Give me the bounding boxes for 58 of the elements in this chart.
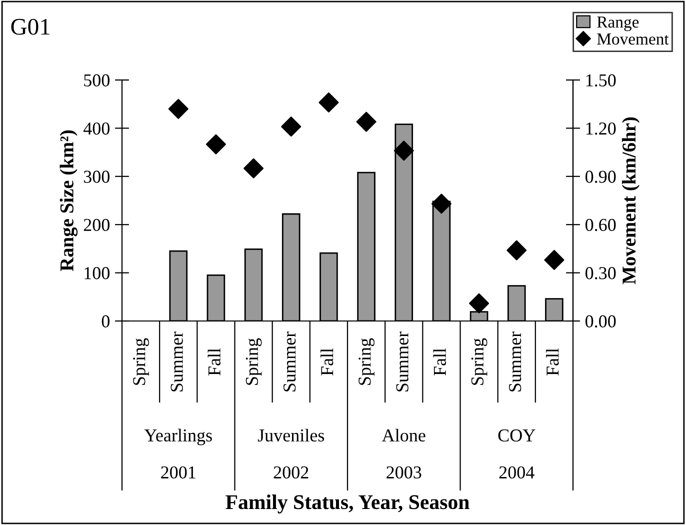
x-tick-label: Fall — [546, 348, 559, 376]
y-tick-label: 100 — [84, 267, 110, 280]
point — [356, 112, 376, 132]
point — [544, 250, 564, 270]
bar — [507, 285, 526, 321]
x-tick-label: Spring — [358, 338, 374, 385]
point — [244, 158, 264, 178]
y-tick-label: 400 — [83, 122, 110, 135]
point — [469, 293, 490, 314]
bar — [545, 298, 564, 321]
point — [506, 240, 527, 260]
y2-tick-label: 0.00 — [585, 315, 616, 328]
bar — [394, 124, 414, 321]
text: 2002 — [274, 466, 308, 479]
text: 2003 — [386, 466, 422, 479]
legend-label: Range — [597, 16, 639, 32]
y2-axis-title: Movement (km/6hr) — [622, 117, 640, 284]
bar — [357, 172, 376, 321]
x-tick-label: Spring — [246, 338, 262, 385]
x-tick-label: Fall — [320, 348, 334, 376]
y2-tick-label: 1.50 — [586, 74, 616, 87]
point — [394, 140, 414, 161]
x-tick-label: Spring — [133, 338, 149, 385]
point — [431, 194, 452, 214]
text: Alone — [382, 428, 426, 442]
chart-title: G01 — [11, 18, 50, 35]
y-tick-label: 0 — [102, 315, 110, 328]
y-tick-label: 200 — [84, 218, 110, 232]
bar — [320, 252, 338, 321]
bar — [244, 248, 263, 321]
bar — [169, 250, 188, 321]
x-tick-label: Spring — [471, 338, 488, 385]
y2-tick-label: 1.20 — [586, 122, 616, 135]
text: 2001 — [161, 466, 196, 479]
x-tick-label: Summer — [396, 332, 408, 392]
y-axis-title: Range Size (km²) — [60, 130, 78, 272]
text: Juveniles — [258, 428, 324, 442]
point — [168, 98, 188, 119]
x-tick-label: Fall — [208, 348, 220, 376]
point — [206, 134, 226, 154]
point — [318, 92, 339, 113]
y2-tick-label: 0.30 — [585, 267, 616, 280]
y-tick-label: 300 — [84, 170, 110, 183]
x-tick-label: Summer — [284, 332, 296, 392]
y-tick-label: 500 — [84, 74, 110, 86]
x-axis-title: Family Status, Year, Season — [226, 494, 470, 514]
text: COY — [498, 429, 536, 442]
text: 2004 — [499, 466, 534, 479]
text: Yearlings — [144, 428, 212, 446]
point — [281, 116, 302, 137]
bar — [206, 274, 226, 321]
bar — [282, 213, 300, 321]
x-tick-label: Summer — [509, 332, 522, 392]
x-tick-label: Fall — [433, 348, 446, 376]
x-tick-label: Summer — [170, 332, 183, 392]
y2-tick-label: 0.90 — [585, 170, 616, 183]
y2-tick-label: 0.60 — [585, 218, 616, 232]
legend-label: Movement — [597, 34, 669, 45]
